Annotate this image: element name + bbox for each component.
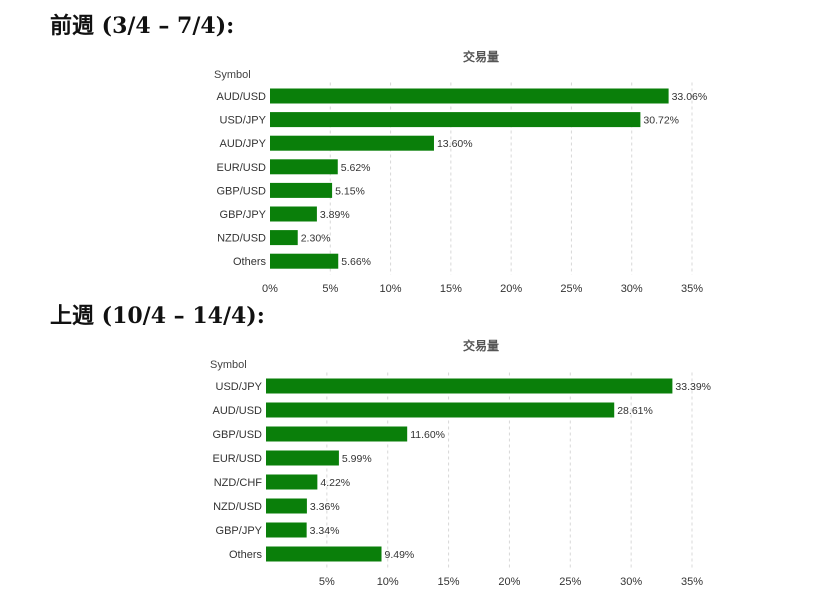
bar (266, 546, 382, 562)
data-label: 3.36% (310, 501, 340, 513)
section-heading-previous-week: 前週 (3/4 – 7/4): (50, 13, 235, 39)
volume-chart-last-week: 交易量 Symbol USD/JPY 33.39% AUD/USD 28.61% GBP/U… (210, 338, 711, 588)
data-label: 4.22% (320, 477, 350, 489)
data-label: 11.60% (410, 429, 445, 441)
x-tick-label: 5% (322, 283, 338, 295)
category-label: NZD/USD (217, 233, 266, 245)
x-tick-label: 15% (438, 576, 460, 588)
category-label: USD/JPY (220, 115, 267, 127)
x-tick-label: 10% (377, 576, 399, 588)
x-tick-label: 30% (621, 283, 643, 295)
bar (266, 426, 408, 442)
x-tick-label: 25% (560, 283, 582, 295)
y-axis-label: Symbol (210, 359, 247, 371)
x-tick-label: 5% (319, 576, 335, 588)
data-label: 33.06% (672, 91, 708, 103)
category-label: NZD/USD (213, 501, 262, 513)
category-label: USD/JPY (216, 381, 263, 393)
x-tick-label: 20% (498, 576, 520, 588)
data-label: 5.99% (342, 453, 372, 465)
volume-chart-previous-week: 交易量 Symbol AUD/USD 33.06% USD/JPY 30.72% AUD/J… (214, 49, 708, 295)
bar (266, 378, 673, 394)
category-label: GBP/JPY (216, 525, 263, 537)
bar (270, 135, 434, 151)
category-label: GBP/JPY (220, 209, 267, 221)
section-heading-last-week: 上週 (10/4 – 14/4): (50, 303, 265, 329)
bar (270, 206, 317, 222)
x-tick-label: 30% (620, 576, 642, 588)
x-tick-label: 35% (681, 283, 703, 295)
data-label: 5.66% (341, 256, 371, 268)
data-label: 5.62% (341, 162, 371, 174)
category-label: Others (229, 549, 263, 561)
bar (270, 88, 669, 104)
data-label: 3.89% (320, 209, 350, 221)
data-label: 9.49% (385, 549, 415, 561)
x-tick-label: 20% (500, 283, 522, 295)
bar (266, 522, 307, 538)
data-label: 2.30% (301, 233, 331, 245)
category-label: GBP/USD (216, 185, 266, 197)
bar (270, 112, 641, 128)
bar (270, 159, 338, 175)
category-label: EUR/USD (216, 162, 266, 174)
data-label: 30.72% (643, 115, 679, 127)
x-tick-label: 25% (559, 576, 581, 588)
category-label: AUD/USD (216, 91, 266, 103)
data-label: 13.60% (437, 138, 473, 150)
y-axis-label: Symbol (214, 69, 251, 81)
bar (266, 498, 307, 514)
x-tick-label: 10% (380, 283, 402, 295)
x-tick-label: 35% (681, 576, 703, 588)
category-label: GBP/USD (212, 429, 262, 441)
data-label: 28.61% (617, 405, 653, 417)
bar (270, 182, 333, 198)
bar (270, 230, 298, 246)
x-tick-label: 0% (262, 283, 278, 295)
category-label: AUD/USD (212, 405, 262, 417)
category-label: NZD/CHF (214, 477, 263, 489)
data-label: 33.39% (675, 381, 711, 393)
chart-title: 交易量 (463, 49, 499, 64)
data-label: 5.15% (335, 185, 365, 197)
category-label: Others (233, 256, 267, 268)
data-label: 3.34% (310, 525, 340, 537)
bar (266, 474, 318, 490)
bar (266, 450, 339, 466)
x-tick-label: 15% (440, 283, 462, 295)
category-label: AUD/JPY (220, 138, 267, 150)
chart-title: 交易量 (463, 338, 499, 353)
bar (270, 253, 339, 269)
category-label: EUR/USD (212, 453, 262, 465)
bar (266, 402, 615, 418)
